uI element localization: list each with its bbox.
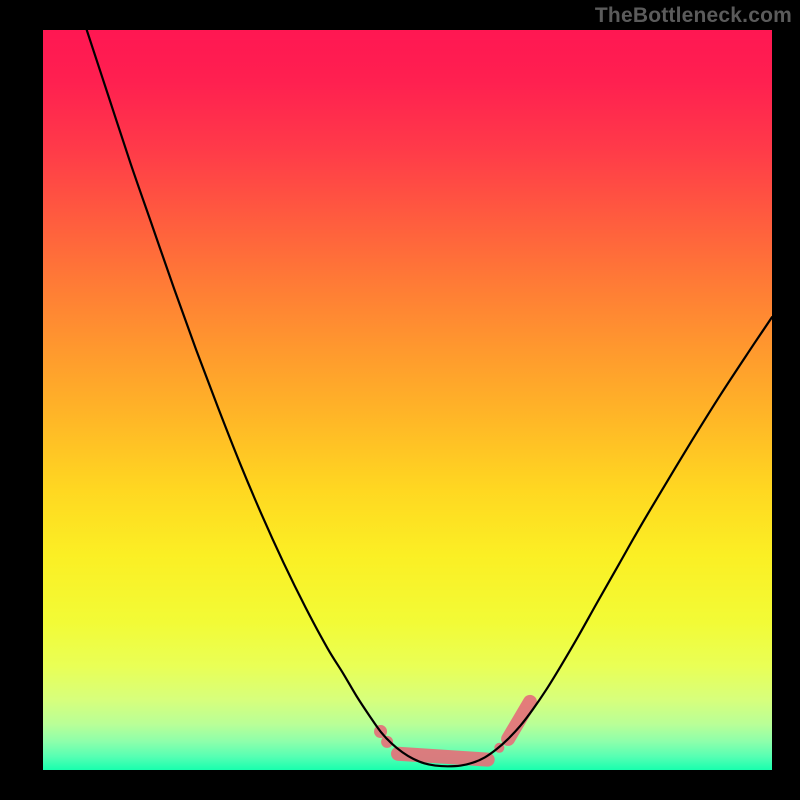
chart-stage: TheBottleneck.com bbox=[0, 0, 800, 800]
bottleneck-curve-chart bbox=[0, 0, 800, 800]
watermark-text: TheBottleneck.com bbox=[595, 4, 792, 28]
plot-background-gradient bbox=[43, 30, 772, 770]
